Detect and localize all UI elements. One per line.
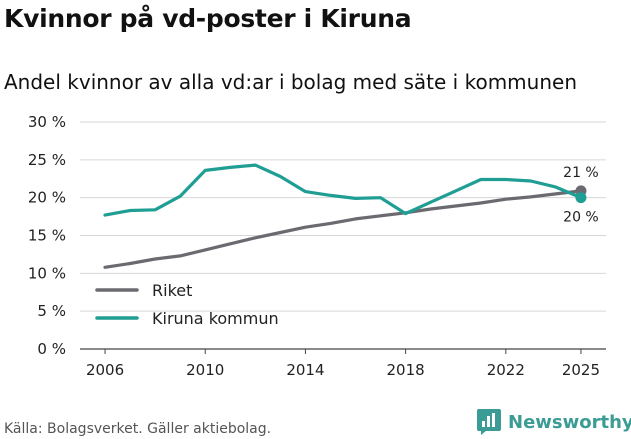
x-tick-label: 2018 (387, 361, 425, 379)
bar-chart-speech-bubble-icon (477, 409, 501, 435)
y-tick-label: 25 % (28, 151, 66, 169)
x-tick-label: 2014 (286, 361, 324, 379)
legend-label: Kiruna kommun (152, 309, 279, 328)
x-tick-label: 2010 (186, 361, 224, 379)
series-end-point (575, 192, 587, 204)
chart-title: Kvinnor på vd-poster i Kiruna (4, 4, 412, 33)
chart-subtitle: Andel kvinnor av alla vd:ar i bolag med … (4, 70, 577, 94)
series-end-label: 20 % (563, 210, 599, 226)
y-tick-label: 15 % (28, 227, 66, 245)
newsworthy-logo: Newsworthy (476, 408, 631, 436)
y-tick-label: 10 % (28, 264, 66, 282)
series-end-label: 21 % (563, 165, 599, 181)
legend-label: Riket (152, 281, 192, 300)
y-tick-label: 20 % (28, 189, 66, 207)
series-line (103, 189, 583, 269)
x-tick-label: 2022 (487, 361, 525, 379)
series-line (103, 163, 583, 217)
y-tick-label: 30 % (28, 113, 66, 131)
logo-text: Newsworthy (508, 411, 631, 433)
y-tick-label: 5 % (37, 302, 66, 320)
y-tick-label: 0 % (37, 340, 66, 358)
x-tick-label: 2006 (86, 361, 124, 379)
x-tick-label: 2025 (562, 361, 600, 379)
source-note: Källa: Bolagsverket. Gäller aktiebolag. (4, 421, 272, 437)
